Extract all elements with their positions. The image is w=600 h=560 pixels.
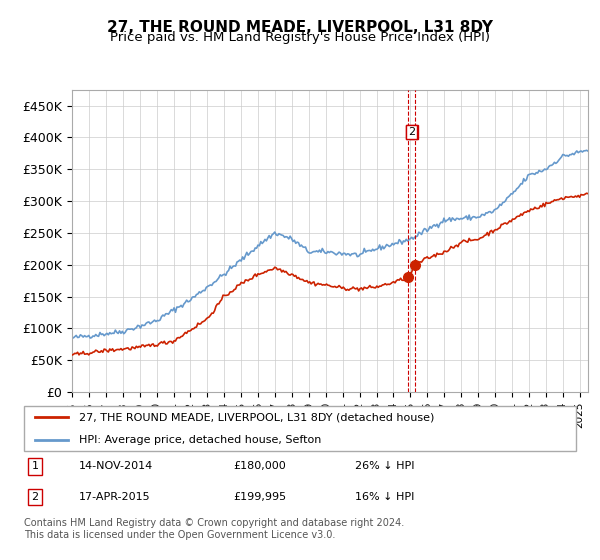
Text: 17-APR-2015: 17-APR-2015 xyxy=(79,492,151,502)
Text: £180,000: £180,000 xyxy=(234,461,287,471)
Text: HPI: Average price, detached house, Sefton: HPI: Average price, detached house, Seft… xyxy=(79,435,322,445)
Text: Price paid vs. HM Land Registry's House Price Index (HPI): Price paid vs. HM Land Registry's House … xyxy=(110,31,490,44)
Text: 27, THE ROUND MEADE, LIVERPOOL, L31 8DY (detached house): 27, THE ROUND MEADE, LIVERPOOL, L31 8DY … xyxy=(79,412,434,422)
FancyBboxPatch shape xyxy=(24,406,576,451)
Text: 26% ↓ HPI: 26% ↓ HPI xyxy=(355,461,415,471)
Text: 2: 2 xyxy=(408,127,415,137)
Text: 1: 1 xyxy=(32,461,38,471)
Text: 27, THE ROUND MEADE, LIVERPOOL, L31 8DY: 27, THE ROUND MEADE, LIVERPOOL, L31 8DY xyxy=(107,20,493,35)
Text: 2: 2 xyxy=(31,492,38,502)
Text: £199,995: £199,995 xyxy=(234,492,287,502)
Text: 1: 1 xyxy=(409,127,415,137)
Text: 16% ↓ HPI: 16% ↓ HPI xyxy=(355,492,415,502)
Text: 14-NOV-2014: 14-NOV-2014 xyxy=(79,461,154,471)
Text: Contains HM Land Registry data © Crown copyright and database right 2024.
This d: Contains HM Land Registry data © Crown c… xyxy=(24,518,404,540)
